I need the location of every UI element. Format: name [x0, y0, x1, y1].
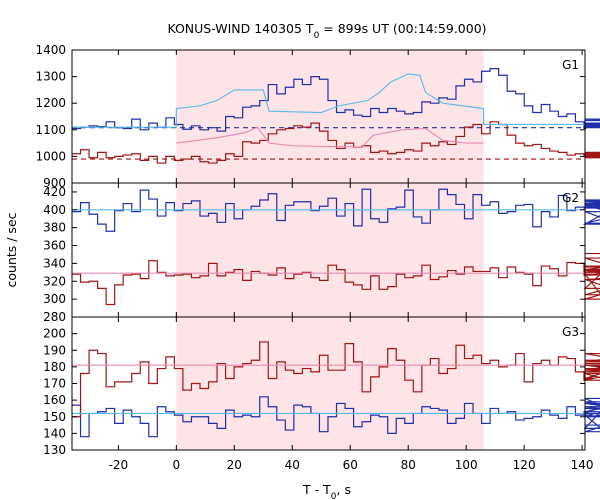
fit-line-pink	[176, 126, 484, 148]
panel-label: G1	[562, 58, 579, 72]
x-tick-label: 20	[227, 458, 242, 472]
y-tick-label: 340	[43, 256, 66, 270]
x-tick-label: 140	[571, 458, 594, 472]
panel-g2: 280 300 320 340 360 380 400 420 G2	[43, 182, 600, 324]
y-tick-label: 140	[43, 426, 66, 440]
y-tick-label: 400	[43, 203, 66, 217]
y-tick-label: 160	[43, 393, 66, 407]
panel-label: G2	[562, 191, 579, 205]
y-axis-label: counts / sec	[4, 212, 19, 287]
series-blue	[72, 396, 600, 438]
y-tick-label: 1300	[35, 70, 66, 84]
y-tick-label: 1000	[35, 149, 66, 163]
shaded-interval	[176, 183, 484, 317]
x-tick-label: -20	[109, 458, 129, 472]
y-tick-label: 180	[43, 360, 66, 374]
shaded-interval	[176, 50, 484, 183]
x-tick-label: 0	[173, 458, 181, 472]
x-tick-label: 100	[455, 458, 478, 472]
y-tick-label: 1400	[35, 43, 66, 57]
x-tick-label: 40	[285, 458, 300, 472]
x-tick-label: 60	[343, 458, 358, 472]
series-blue	[72, 68, 600, 132]
series-blue	[72, 188, 600, 232]
y-tick-label: 380	[43, 221, 66, 235]
chart-title: KONUS-WIND 140305 T0 = 899s UT (00:14:59…	[167, 21, 486, 41]
y-tick-label: 130	[43, 443, 66, 457]
panel-g3: 130 140 150 160 170 180 190 200 -20 0 20 40 60 80 100 1…	[43, 316, 600, 472]
fit-line-lightblue	[72, 73, 585, 128]
y-tick-label: 420	[43, 185, 66, 199]
y-tick-label: 900	[43, 176, 66, 190]
series-darkred	[72, 252, 600, 306]
y-tick-label: 200	[43, 327, 66, 341]
x-axis-label: T - T0, s	[302, 482, 351, 500]
y-tick-label: 360	[43, 239, 66, 253]
y-tick-label: 190	[43, 343, 66, 357]
y-tick-label: 150	[43, 410, 66, 424]
panels: 90010001100120013001400G1280300320340360…	[35, 43, 600, 472]
x-tick-label: 120	[513, 458, 536, 472]
y-tick-label: 280	[43, 310, 66, 324]
y-tick-label: 1200	[35, 96, 66, 110]
panel-label: G3	[562, 325, 579, 339]
x-tick-label: 80	[401, 458, 416, 472]
shaded-interval	[176, 317, 484, 450]
series-darkred	[72, 121, 600, 164]
y-tick-label: 300	[43, 292, 66, 306]
series-darkred	[72, 341, 600, 418]
y-tick-label: 320	[43, 274, 66, 288]
y-tick-label: 1100	[35, 123, 66, 137]
y-tick-label: 170	[43, 377, 66, 391]
panel-g1: 900 1000 1100 1200 1300 1400 G1	[35, 43, 600, 190]
